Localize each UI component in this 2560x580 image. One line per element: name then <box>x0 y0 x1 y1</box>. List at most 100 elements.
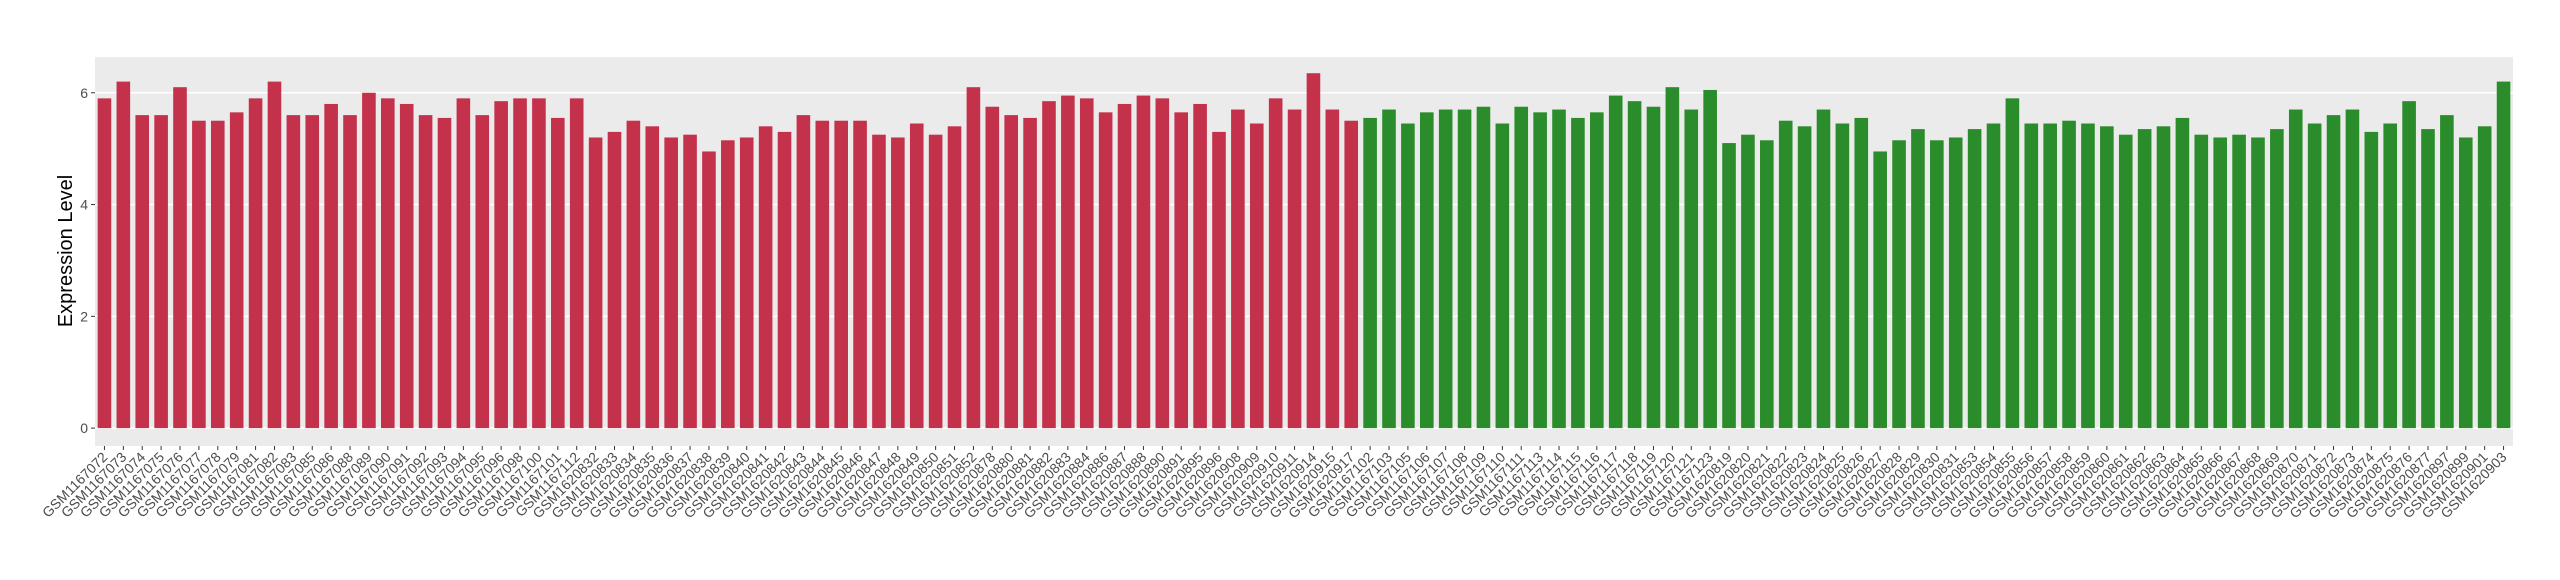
bar <box>872 134 886 429</box>
bar <box>1722 143 1736 429</box>
bar <box>173 87 187 429</box>
bar <box>1117 103 1132 429</box>
bar <box>97 98 112 429</box>
bar <box>891 137 905 429</box>
bar <box>796 115 811 429</box>
y-tick-label: 2 <box>80 308 88 324</box>
bar <box>1590 112 1604 429</box>
bar <box>2270 129 2284 429</box>
bar <box>1042 101 1056 429</box>
bar <box>494 101 508 429</box>
bar <box>966 87 981 429</box>
bar <box>154 115 168 429</box>
bar <box>513 98 527 429</box>
bar <box>1892 140 1906 429</box>
bar <box>1665 87 1680 429</box>
bar <box>2440 115 2454 429</box>
bar <box>683 134 697 429</box>
bar <box>1948 137 1963 429</box>
bar <box>210 120 225 429</box>
bar <box>1457 109 1472 429</box>
bar <box>2062 120 2076 429</box>
y-axis-title: Expression Level <box>55 175 77 327</box>
bar <box>1344 120 1359 429</box>
bar <box>305 115 320 429</box>
bar <box>2251 137 2265 429</box>
bar <box>1627 101 1642 429</box>
bar <box>834 120 848 429</box>
bar <box>1703 89 1717 429</box>
bar <box>947 126 962 429</box>
bar <box>2326 115 2341 429</box>
y-tick-label: 6 <box>80 85 88 101</box>
bar <box>815 120 830 429</box>
bar <box>1287 109 1302 429</box>
bar <box>2477 126 2492 429</box>
bar <box>626 120 641 429</box>
bar <box>1061 95 1075 429</box>
bar <box>1363 117 1377 429</box>
bar <box>343 115 357 429</box>
bar <box>399 103 414 429</box>
bar <box>1816 109 1831 429</box>
y-tick-label: 4 <box>80 197 88 213</box>
bar <box>1986 123 2001 429</box>
bar <box>1325 109 1340 429</box>
bar <box>739 137 754 429</box>
y-tick-label: 0 <box>80 420 88 436</box>
bar <box>1684 109 1699 429</box>
bar <box>1004 115 1018 429</box>
bar <box>1212 131 1226 429</box>
bar <box>2458 137 2473 429</box>
bar <box>853 120 867 429</box>
bar <box>1760 140 1774 429</box>
bar <box>1382 109 1396 429</box>
bar <box>777 131 792 429</box>
bar <box>1873 151 1887 429</box>
bar <box>1401 123 1415 429</box>
bar <box>1608 95 1623 429</box>
bar <box>418 115 433 429</box>
bar <box>248 98 263 429</box>
bar <box>1571 117 1585 429</box>
bar <box>721 140 735 429</box>
bar <box>1306 73 1321 429</box>
bar <box>116 81 131 429</box>
bar <box>1797 126 1812 429</box>
bar <box>267 81 282 429</box>
bar <box>1911 129 1925 429</box>
bar <box>381 98 395 429</box>
bar <box>286 115 301 429</box>
bar <box>1438 109 1453 429</box>
bar <box>1476 106 1491 429</box>
bar <box>2213 137 2227 429</box>
bar <box>2496 81 2511 429</box>
bar <box>2232 134 2246 429</box>
bar <box>1514 106 1529 429</box>
bar <box>437 117 452 429</box>
bar <box>928 134 943 429</box>
bar <box>2307 123 2322 429</box>
bar <box>2345 109 2360 429</box>
bar <box>1136 95 1151 429</box>
bar <box>985 106 1000 429</box>
bar <box>475 115 490 429</box>
bar <box>645 126 660 429</box>
bar <box>2137 129 2152 429</box>
bar <box>1268 98 1283 429</box>
bar <box>135 115 150 429</box>
bar <box>1930 140 1944 429</box>
bar <box>2024 123 2039 429</box>
bar <box>2383 123 2398 429</box>
bar <box>2118 134 2133 429</box>
bar <box>1249 123 1264 429</box>
bar <box>1552 109 1566 429</box>
bar <box>758 126 773 429</box>
bar <box>456 98 471 429</box>
bar <box>1778 120 1793 429</box>
bar <box>1646 106 1661 429</box>
bar <box>1098 112 1113 429</box>
bar <box>607 131 622 429</box>
bar <box>324 103 338 429</box>
bar <box>1155 98 1170 429</box>
